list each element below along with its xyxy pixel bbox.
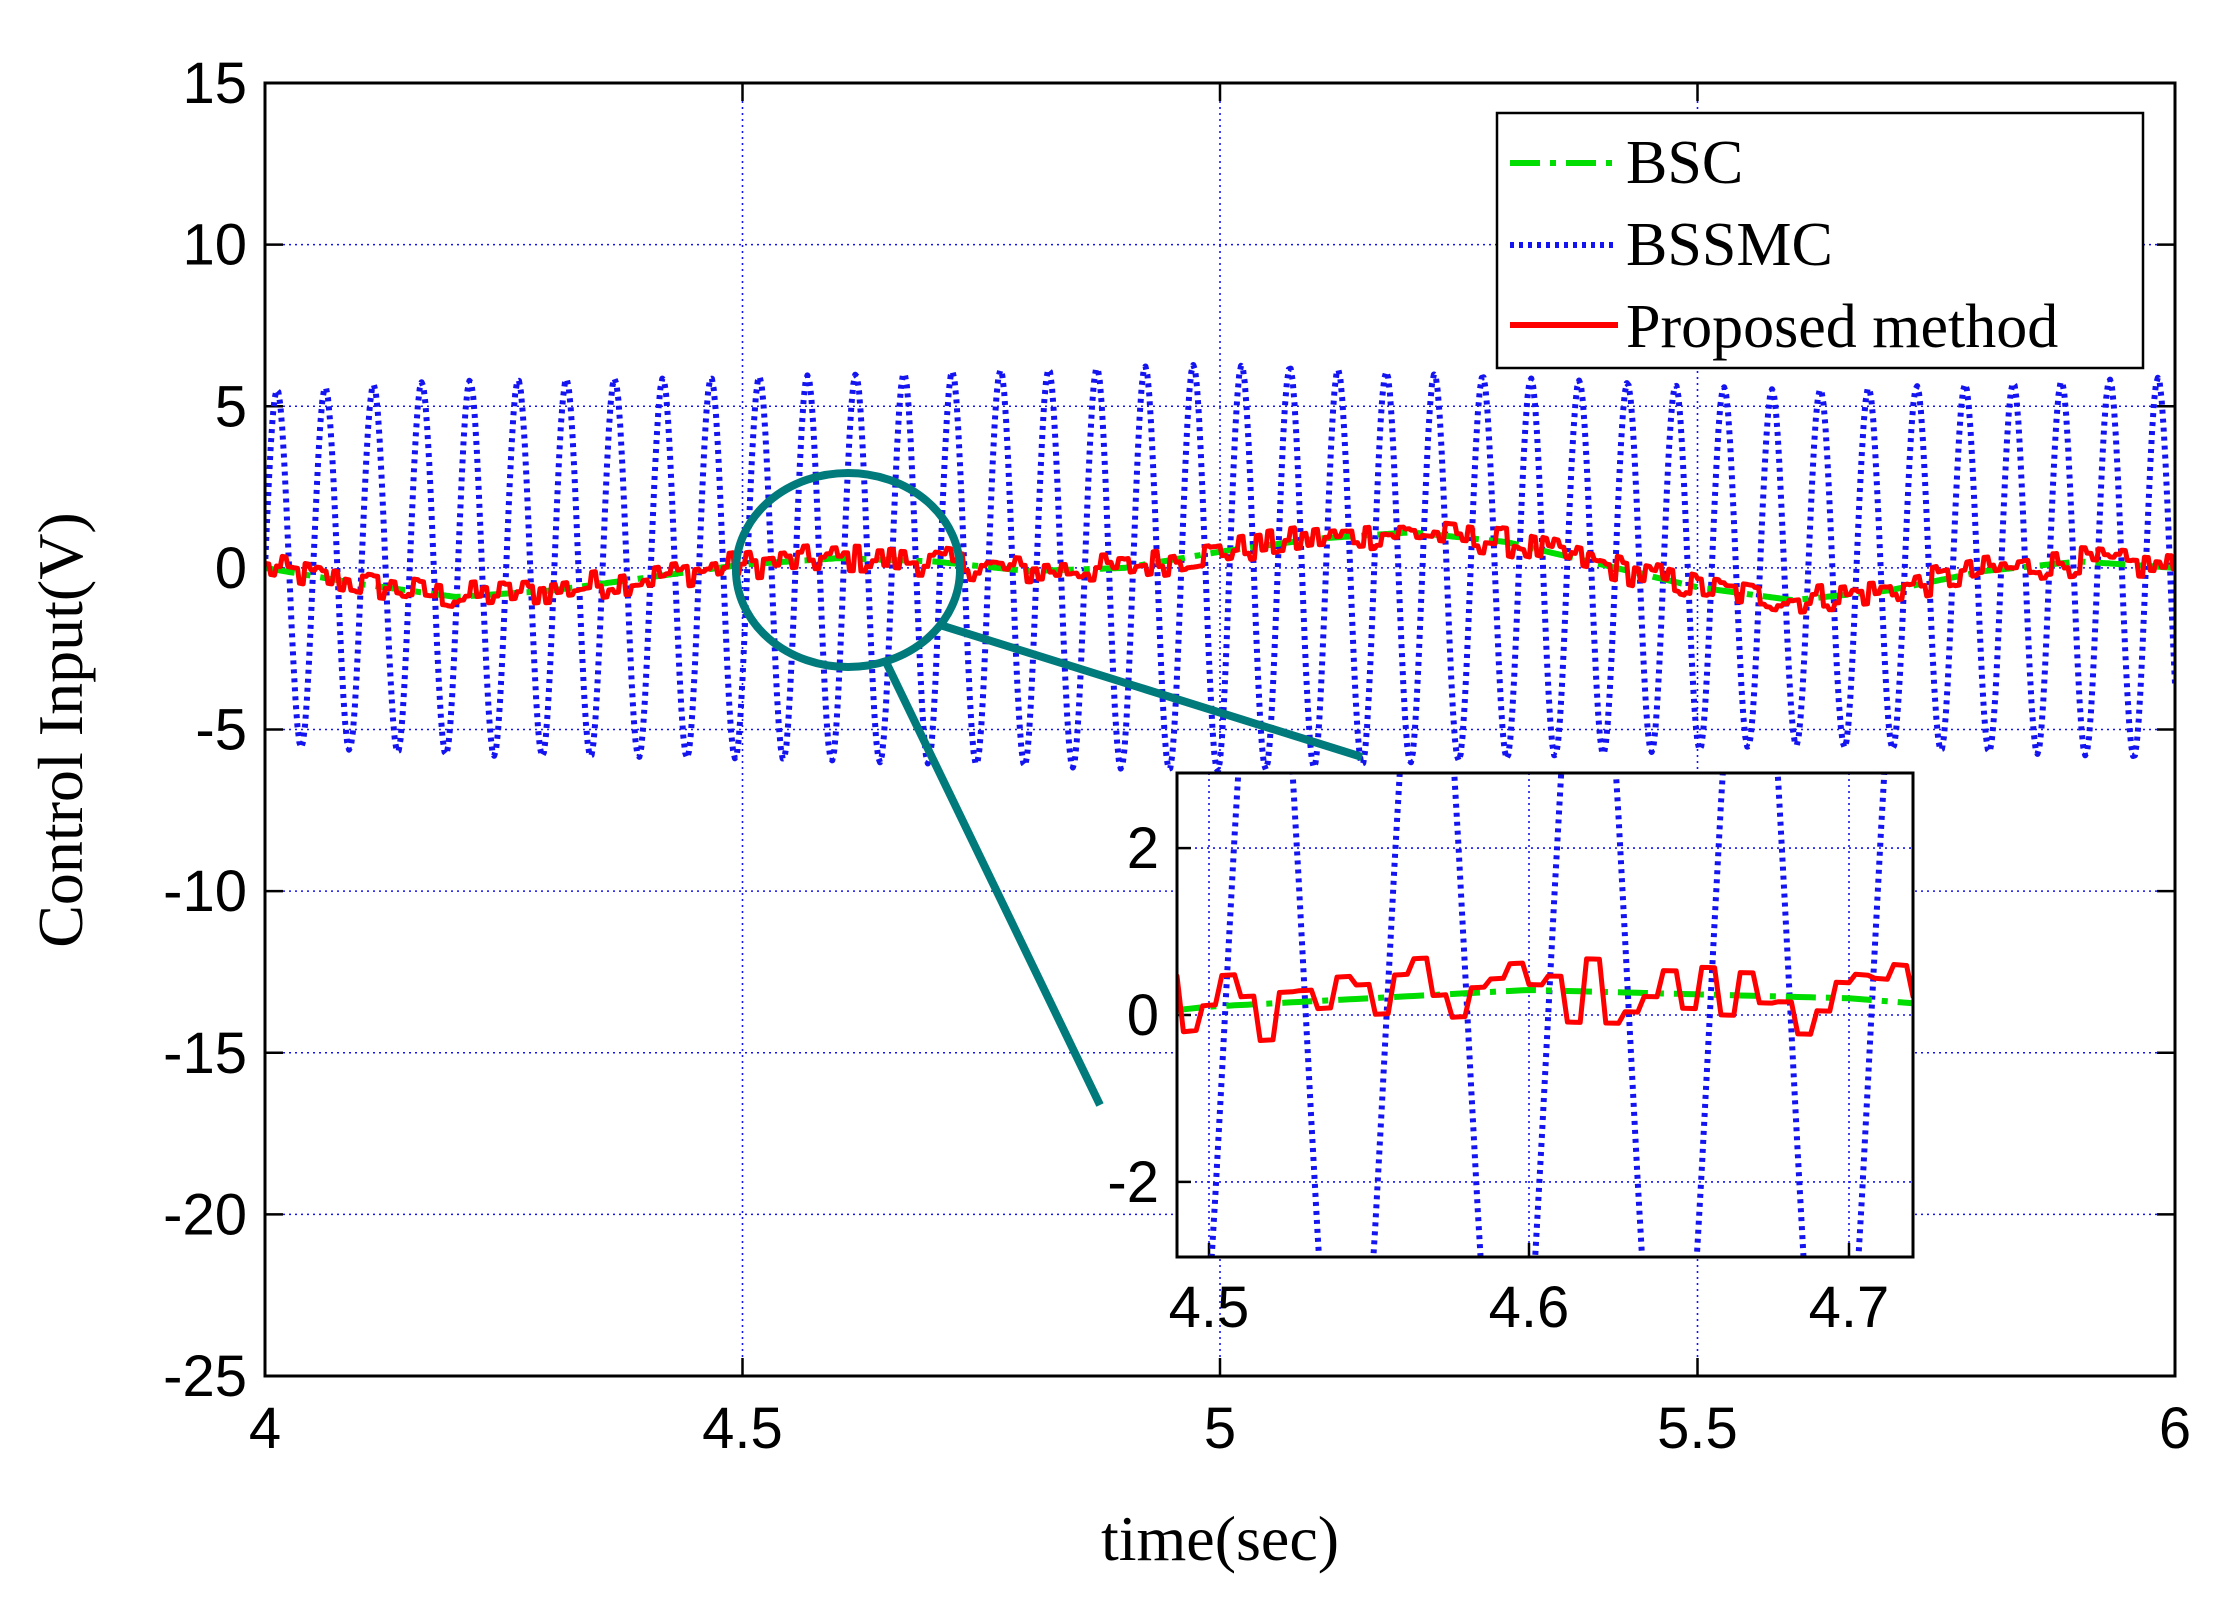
inset-y-tick-label: 0	[1127, 983, 1159, 1048]
x-tick-label: 4	[249, 1396, 281, 1461]
legend: BSC BSSMC Proposed method	[1495, 111, 2145, 370]
inset-x-tick-label: 4.5	[1169, 1275, 1250, 1340]
inset-x-tick-label: 4.7	[1809, 1275, 1890, 1340]
legend-label-proposed-method: Proposed method	[1626, 293, 2058, 361]
main-axes-box	[263, 81, 2177, 1378]
inset-grid	[1177, 773, 1913, 1257]
inset-y-tick-label: 2	[1127, 816, 1159, 881]
y-tick-label: -25	[163, 1344, 247, 1409]
y-tick-label: 15	[182, 51, 247, 116]
x-tick-label: 4.5	[702, 1396, 783, 1461]
inset-x-tick-label: 4.6	[1489, 1275, 1570, 1340]
inset-series-line-proposed-method	[1177, 955, 1913, 1043]
y-tick-label: 5	[215, 374, 247, 439]
x-axis-title: time(sec)	[1101, 1503, 1339, 1574]
zoom-connector-line	[938, 621, 1364, 761]
y-tick-label: 0	[215, 536, 247, 601]
legend-label-bssmc: BSSMC	[1626, 211, 1833, 279]
main-x-tick-labels: 4 4.5 5 5.5 6	[249, 1396, 2191, 1461]
y-tick-label: -15	[163, 1021, 247, 1086]
zoom-highlight-circle	[732, 469, 964, 671]
inset-y-tick-labels: -2 0 2	[1107, 816, 1159, 1215]
inset-axes-box	[1175, 771, 1915, 1259]
series-line-proposed-method	[265, 520, 2175, 615]
x-tick-label: 5	[1204, 1396, 1236, 1461]
inset-series-line-bsc	[1177, 986, 1913, 1014]
series-line-bssmc	[265, 362, 2175, 774]
x-tick-label: 5.5	[1657, 1396, 1738, 1461]
zoom-annotation	[732, 469, 1364, 1107]
y-tick-label: 10	[182, 213, 247, 278]
y-axis-title: Control Input(V)	[25, 512, 96, 948]
inset-x-tick-labels: 4.5 4.6 4.7	[1169, 1275, 1890, 1340]
x-tick-label: 6	[2159, 1396, 2191, 1461]
inset-y-tick-label: -2	[1107, 1150, 1159, 1215]
zoom-connector-line	[881, 658, 1104, 1107]
legend-label-bsc: BSC	[1626, 129, 1743, 197]
main-y-tick-labels: -25 -20 -15 -10 -5 0 5 10 15	[163, 51, 247, 1409]
y-tick-label: -5	[195, 698, 247, 763]
inset-series-line-bssmc	[1208, 773, 1888, 1257]
y-tick-label: -20	[163, 1182, 247, 1247]
legend-box	[1495, 111, 2145, 370]
y-tick-label: -10	[163, 859, 247, 924]
